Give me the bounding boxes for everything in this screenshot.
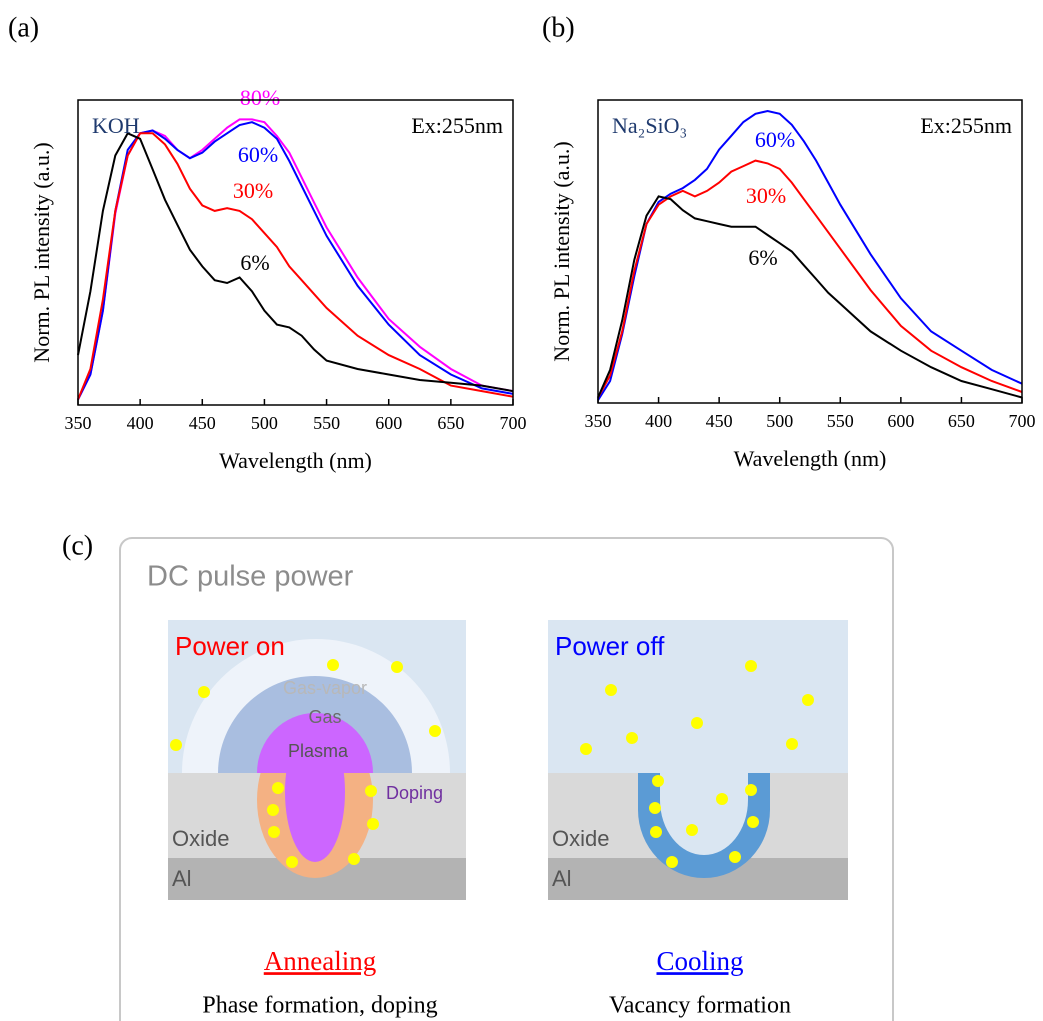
x-tick-label: 550 <box>313 413 340 433</box>
series-label: 6% <box>748 245 777 270</box>
series-label: 30% <box>233 178 273 203</box>
panel-label: (c) <box>62 530 93 561</box>
x-tick-label: 700 <box>1009 411 1036 431</box>
chart: (a) 80% 60% 30% 6% 350 400 450 500 550 600 650 700 KO… <box>8 12 527 473</box>
series-label: 80% <box>240 85 280 110</box>
dots <box>170 659 441 868</box>
state-label: Power off <box>555 631 665 661</box>
x-tick-label: 700 <box>500 413 527 433</box>
x-tick-label: 600 <box>887 411 914 431</box>
process-label: Cooling <box>656 946 743 976</box>
chart: (b) 60% 30% 6% 350 400 450 500 550 600 650 700 Na₂Si… <box>542 12 1036 471</box>
region-label: Oxide <box>552 826 609 851</box>
region-label: Plasma <box>288 741 349 761</box>
y-axis-label: Norm. PL intensity (a.u.) <box>549 141 574 361</box>
plot-frame <box>77 99 514 406</box>
region-label: Al <box>172 866 192 891</box>
x-tick-label: 400 <box>127 413 154 433</box>
dots <box>580 660 814 868</box>
x-tick-label: 450 <box>189 413 216 433</box>
plot-frame <box>597 99 1023 404</box>
x-tick-label: 550 <box>827 411 854 431</box>
annotation: Na₂SiO₃ <box>612 113 687 138</box>
x-tick-label: 600 <box>375 413 402 433</box>
line <box>597 109 1023 401</box>
annotation: KOH <box>92 113 140 138</box>
line <box>597 195 1023 399</box>
series-label: 60% <box>755 127 795 152</box>
x-tick-label: 400 <box>645 411 672 431</box>
region-label: Al <box>552 866 572 891</box>
y-axis-label: Norm. PL intensity (a.u.) <box>29 142 54 362</box>
region-label: Doping <box>386 783 443 803</box>
state-label: Power on <box>175 631 285 661</box>
series-label: 30% <box>746 183 786 208</box>
x-axis-label: Wavelength (nm) <box>219 448 372 473</box>
x-tick-label: 650 <box>948 411 975 431</box>
x-tick-label: 650 <box>437 413 464 433</box>
line <box>597 159 1023 398</box>
line <box>77 118 514 400</box>
x-tick-label: 500 <box>766 411 793 431</box>
x-axis-label: Wavelength (nm) <box>734 446 887 471</box>
region-label: Oxide <box>172 826 229 851</box>
process-label: Annealing <box>264 946 376 976</box>
series-label: 60% <box>238 142 278 167</box>
vacancy <box>660 773 748 855</box>
line <box>77 121 514 400</box>
annotation: Ex:255nm <box>920 113 1012 138</box>
frame <box>119 537 894 1021</box>
panel-label: (a) <box>8 12 39 43</box>
line <box>77 132 514 393</box>
description: Vacancy formation <box>609 993 791 1019</box>
region-label: Gas-vapor <box>283 678 367 698</box>
x-tick-label: 450 <box>706 411 733 431</box>
plasma-channel <box>285 722 345 862</box>
x-tick-label: 350 <box>585 411 612 431</box>
x-tick-label: 350 <box>65 413 92 433</box>
x-tick-label: 500 <box>251 413 278 433</box>
diagram-title: DC pulse power <box>147 561 354 593</box>
line <box>77 132 514 400</box>
description: Phase formation, doping <box>202 993 437 1019</box>
diagram: (c) DC pulse power Power on Gas-vapor Ga… <box>62 530 894 1021</box>
series-label: 6% <box>240 250 269 275</box>
annotation: Ex:255nm <box>411 113 503 138</box>
panel-label: (b) <box>542 12 575 43</box>
region-label: Gas <box>308 707 341 727</box>
